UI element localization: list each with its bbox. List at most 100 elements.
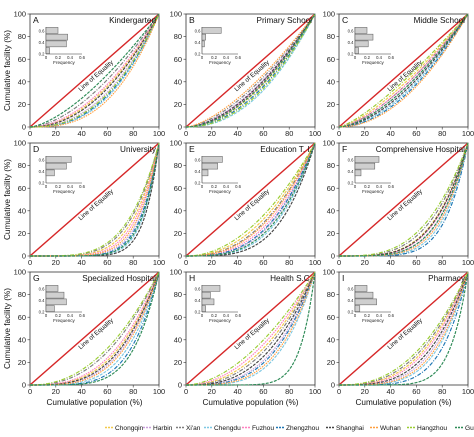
inset-x-tick: 0 [201, 184, 204, 189]
series-line-shanghai [29, 13, 160, 128]
series-line-hangzhou [29, 271, 160, 386]
inset-y-tick: 0.4 [39, 169, 45, 174]
y-tick-label: 80 [327, 161, 335, 170]
series-line-wuhan [185, 13, 316, 128]
y-tick-label: 60 [18, 184, 26, 193]
inset-bar [201, 305, 206, 312]
inset-x-tick: 0.6 [79, 184, 85, 189]
legend-label: Zhengzhou [286, 425, 319, 432]
x-tick-label: 20 [52, 129, 60, 138]
inset-x-tick: 0 [354, 55, 357, 60]
x-tick-label: 80 [285, 387, 293, 396]
y-axis-label-row-2: Cumulative facility (%) [3, 159, 12, 240]
inset-y-tick: 0.4 [348, 169, 354, 174]
inset-bar [45, 27, 59, 34]
x-tick-label: 100 [462, 387, 474, 396]
series-line-xian [29, 271, 160, 386]
y-tick-label: 20 [327, 358, 335, 367]
inset-bar [201, 40, 205, 48]
inset-y-tick: 0.6 [195, 158, 201, 163]
inset-y-tick: 0.2 [348, 310, 354, 315]
inset-bar [354, 156, 380, 163]
inset-x-tick: 0.2 [55, 313, 61, 318]
x-tick-label: 60 [412, 258, 420, 267]
inset-y-tick: 0.2 [348, 52, 354, 57]
inset-x-tick: 0.4 [223, 313, 229, 318]
x-tick-label: 100 [309, 387, 321, 396]
x-tick-label: 20 [361, 258, 369, 267]
series-line-harbin [29, 13, 160, 128]
y-tick-label: 80 [327, 290, 335, 299]
series-line-guangzhou [186, 271, 316, 386]
series-line-guangzhou [30, 142, 160, 257]
legend-label: Hangzhou [417, 425, 447, 432]
legend-label: Wuhan [380, 425, 401, 432]
y-tick-label: 100 [14, 10, 26, 19]
series-line-shanghai [338, 13, 469, 128]
series-line-fuzhou [30, 142, 160, 257]
y-tick-label: 20 [18, 229, 26, 238]
y-axis-label-row-1: Cumulative facility (%) [3, 30, 12, 111]
panel-title: Kindergarten [109, 16, 156, 25]
inset-x-tick: 0 [45, 313, 48, 318]
series-line-guangzhou [30, 271, 160, 386]
y-tick-label: 20 [174, 100, 182, 109]
inset-x-label: Frequency [53, 189, 75, 194]
y-tick-label: 100 [170, 268, 182, 277]
inset-y-tick: 0.6 [39, 29, 45, 34]
series-line-xian [29, 13, 160, 128]
series-line-hangzhou [185, 13, 316, 128]
y-tick-label: 80 [18, 32, 26, 41]
inset-y-tick: 0.6 [348, 29, 354, 34]
x-tick-label: 20 [208, 258, 216, 267]
inset-x-tick: 0.6 [388, 184, 394, 189]
inset-x-tick: 0 [45, 184, 48, 189]
x-tick-label: 100 [153, 129, 165, 138]
y-tick-label: 0 [22, 252, 26, 261]
inset-x-tick: 0 [354, 184, 357, 189]
inset-x-tick: 0.2 [364, 55, 370, 60]
x-tick-label: 0 [184, 258, 188, 267]
y-tick-label: 20 [18, 100, 26, 109]
x-tick-label: 80 [285, 129, 293, 138]
inset-bar [354, 285, 368, 292]
legend-item-wuhan: Wuhan [370, 425, 401, 432]
x-tick-label: 80 [438, 387, 446, 396]
series-line-guangzhou [339, 271, 469, 386]
series-line-wuhan [339, 142, 469, 257]
inset-bar [354, 47, 359, 54]
line-of-equality [338, 142, 469, 257]
inset-background [346, 25, 394, 64]
legend-label: Fuzhou [252, 425, 274, 432]
inset-x-tick: 0.6 [388, 55, 394, 60]
y-tick-label: 0 [178, 123, 182, 132]
panel-letter: H [189, 273, 195, 283]
inset-y-tick: 0.2 [348, 181, 354, 186]
inset-y-tick: 0.4 [39, 40, 45, 45]
x-tick-label: 0 [28, 129, 32, 138]
inset-y-tick: 0.4 [348, 298, 354, 303]
legend: Chongqin Harbin Xi'an Chengdu Fuzhou Zhengzho… [105, 425, 474, 432]
inset-x-tick: 0 [201, 55, 204, 60]
inset-bar [201, 169, 209, 177]
inset-bar [354, 305, 361, 312]
series-line-chongqin [185, 142, 316, 257]
x-tick-label: 40 [77, 387, 85, 396]
legend-item-zhengzhou: Zhengzhou [276, 425, 319, 432]
inset-x-label: Frequency [53, 60, 75, 65]
y-tick-label: 0 [331, 252, 335, 261]
panel-letter: I [342, 273, 344, 283]
y-tick-label: 80 [18, 290, 26, 299]
inset-x-tick: 0.4 [376, 55, 382, 60]
inset-y-tick: 0.2 [195, 52, 201, 57]
inset-bar [45, 156, 72, 163]
y-axis-label-row-3: Cumulative facility (%) [3, 288, 12, 369]
legend-item-xian: Xi'an [176, 425, 201, 432]
line-of-equality [29, 142, 160, 257]
x-tick-label: 0 [184, 387, 188, 396]
x-tick-label: 0 [28, 387, 32, 396]
y-tick-label: 40 [18, 77, 26, 86]
y-tick-label: 80 [174, 290, 182, 299]
line-of-equality [29, 271, 160, 386]
